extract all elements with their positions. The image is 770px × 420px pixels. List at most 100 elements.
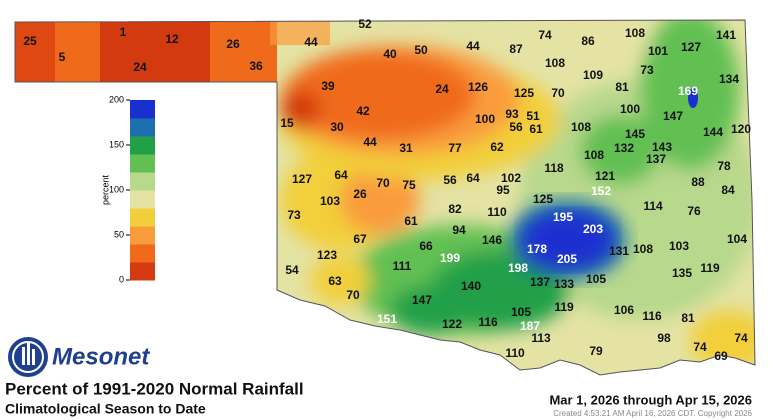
station-value: 113 (531, 331, 551, 345)
station-value: 127 (681, 40, 701, 54)
station-value: 62 (490, 140, 504, 154)
subtitle: Climatological Season to Date (5, 401, 206, 417)
station-value: 74 (734, 331, 748, 345)
station-value: 82 (448, 202, 462, 216)
station-value: 127 (292, 172, 312, 186)
station-value: 125 (514, 86, 534, 100)
station-value: 134 (719, 72, 739, 86)
station-value: 110 (505, 346, 525, 360)
station-value: 152 (591, 184, 611, 198)
station-value: 122 (442, 317, 462, 331)
station-value: 178 (527, 242, 547, 256)
station-value: 30 (330, 120, 344, 134)
station-value: 116 (642, 309, 662, 323)
station-value: 135 (672, 266, 692, 280)
station-value: 119 (554, 300, 574, 314)
station-value: 169 (678, 84, 698, 98)
station-value: 64 (334, 168, 348, 182)
legend-swatch (130, 172, 155, 191)
station-value: 143 (652, 140, 672, 154)
station-value: 56 (509, 120, 523, 134)
created: Created 4:53:21 AM April 16, 2026 CDT. C… (553, 409, 752, 418)
station-value: 42 (356, 104, 370, 118)
legend-swatch (130, 136, 155, 155)
station-value: 121 (595, 169, 615, 183)
legend-tick-label: 50 (114, 229, 124, 239)
logo-text: Mesonet (52, 343, 150, 370)
station-value: 39 (321, 79, 335, 93)
station-value: 131 (609, 244, 629, 258)
station-value: 44 (304, 35, 318, 49)
legend-swatch (130, 226, 155, 245)
station-value: 12 (165, 32, 179, 46)
station-value: 120 (731, 122, 751, 136)
station-value: 40 (383, 47, 397, 61)
station-value: 145 (625, 127, 645, 141)
station-value: 74 (693, 340, 707, 354)
station-value: 67 (353, 232, 367, 246)
station-value: 144 (703, 125, 723, 139)
station-value: 24 (435, 82, 449, 96)
station-value: 140 (461, 279, 481, 293)
station-value: 44 (466, 39, 480, 53)
station-value: 137 (646, 152, 666, 166)
station-value: 133 (554, 277, 574, 291)
station-value: 26 (353, 187, 367, 201)
period: Mar 1, 2026 through Apr 15, 2026 (549, 392, 752, 407)
station-value: 95 (496, 183, 510, 197)
station-value: 75 (402, 178, 416, 192)
legend: percent 0 50 100 150 200 (100, 94, 155, 284)
station-value: 106 (614, 303, 634, 317)
station-value: 105 (586, 272, 606, 286)
legend-tick-label: 100 (109, 184, 124, 194)
legend-swatch (130, 208, 155, 227)
station-value: 44 (363, 135, 377, 149)
station-value: 108 (545, 56, 565, 70)
station-value: 81 (615, 80, 629, 94)
station-value: 119 (700, 261, 720, 275)
station-value: 84 (721, 183, 735, 197)
station-value: 102 (501, 171, 521, 185)
station-value: 74 (538, 28, 552, 42)
legend-swatch (130, 190, 155, 209)
station-values: 25 1 12 26 52 5 24 36 44 40 50 44 87 74 86 108 141 101 127… (23, 17, 751, 363)
station-value: 50 (414, 43, 428, 57)
station-value: 187 (520, 319, 540, 333)
station-value: 108 (571, 120, 591, 134)
station-value: 195 (553, 210, 573, 224)
logo: Mesonet (8, 337, 150, 377)
station-value: 79 (589, 344, 603, 358)
station-value: 26 (226, 37, 240, 51)
station-value: 100 (620, 102, 640, 116)
legend-label: percent (100, 174, 110, 205)
station-value: 118 (544, 161, 564, 175)
station-value: 86 (581, 34, 595, 48)
station-value: 141 (716, 28, 736, 42)
station-value: 109 (583, 68, 603, 82)
station-value: 103 (320, 194, 340, 208)
station-value: 137 (530, 275, 550, 289)
station-value: 125 (533, 192, 553, 206)
station-value: 31 (399, 141, 413, 155)
station-value: 132 (614, 141, 634, 155)
station-value: 69 (714, 349, 728, 363)
station-value: 73 (287, 208, 301, 222)
station-value: 108 (584, 148, 604, 162)
station-value: 93 (505, 107, 519, 121)
station-value: 76 (687, 204, 701, 218)
station-value: 24 (133, 60, 147, 74)
station-value: 147 (412, 293, 432, 307)
station-value: 5 (59, 50, 66, 64)
legend-tick-label: 150 (109, 139, 124, 149)
legend-swatch (130, 118, 155, 137)
legend-swatch (130, 154, 155, 173)
station-value: 1 (120, 25, 127, 39)
station-value: 54 (285, 263, 299, 277)
legend-swatch (130, 244, 155, 263)
station-value: 147 (663, 109, 683, 123)
legend-tick-label: 200 (109, 94, 124, 104)
station-value: 100 (475, 112, 495, 126)
station-value: 205 (557, 252, 577, 266)
station-value: 36 (249, 59, 263, 73)
station-value: 111 (393, 259, 412, 273)
